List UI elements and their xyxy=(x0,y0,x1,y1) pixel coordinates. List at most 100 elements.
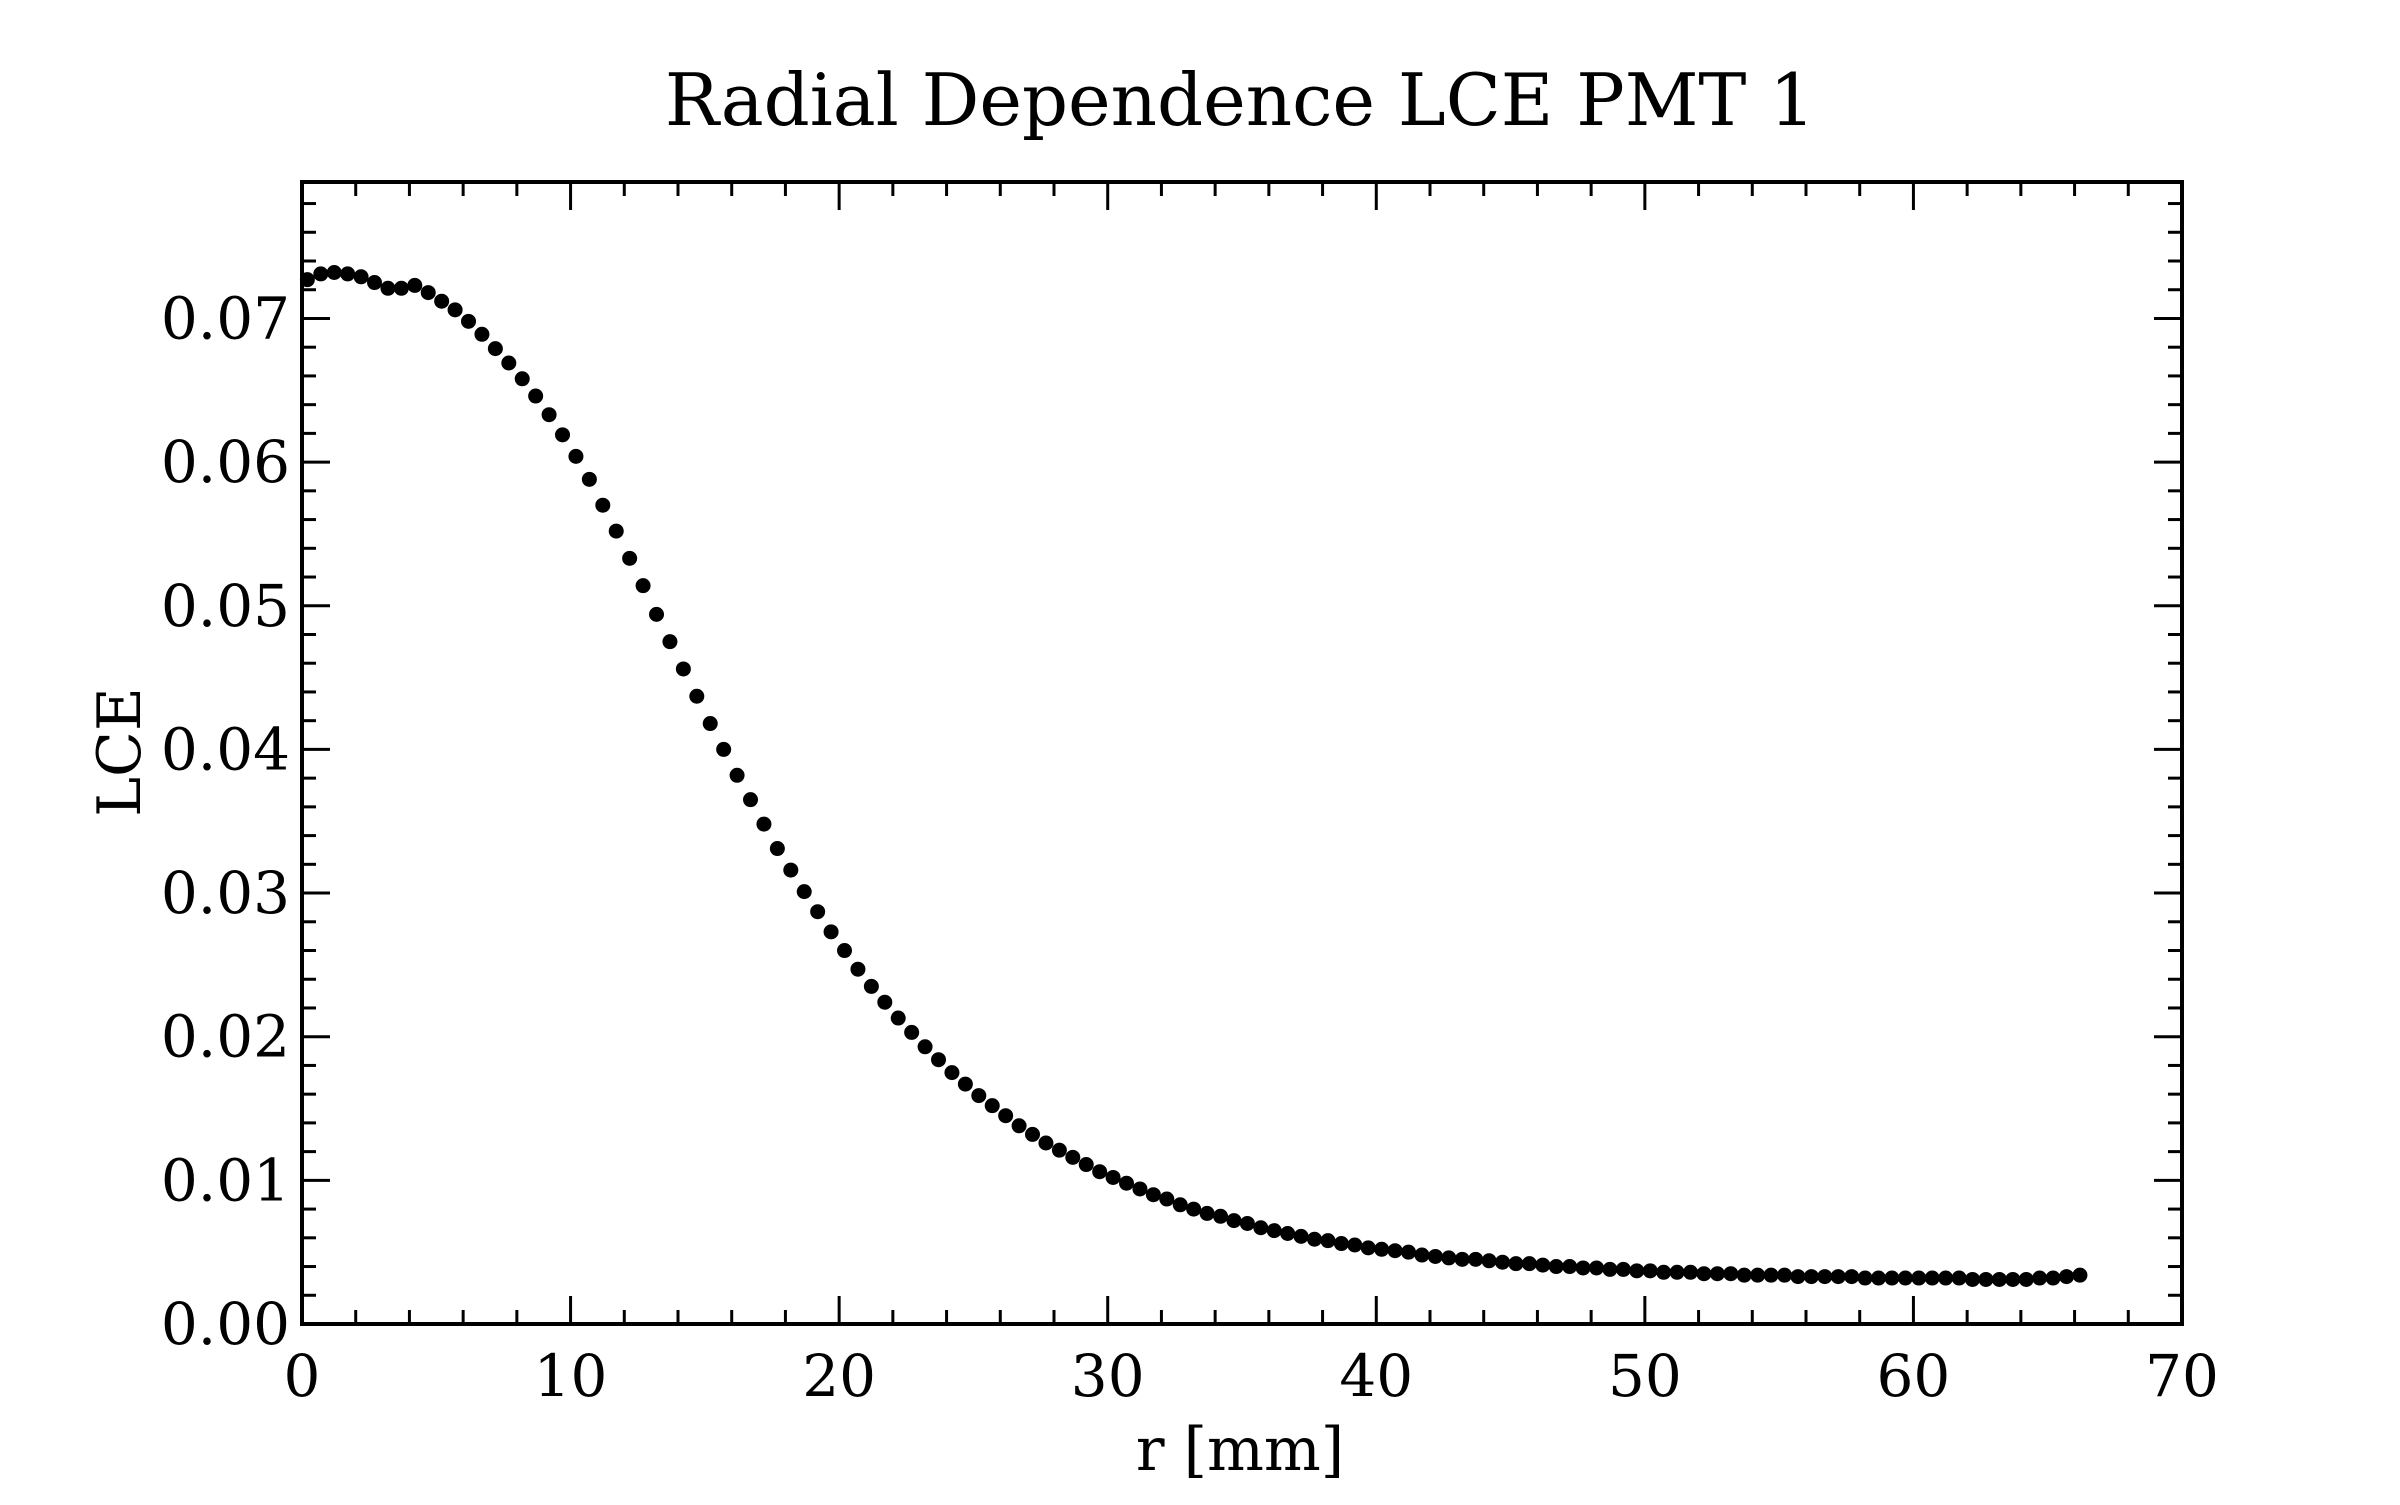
data-point xyxy=(2072,1267,2088,1283)
data-point xyxy=(420,285,436,301)
data-point xyxy=(622,550,638,566)
data-point xyxy=(904,1024,920,1040)
y-tick-label: 0.00 xyxy=(161,1290,290,1358)
data-point xyxy=(568,448,584,464)
data-point xyxy=(863,978,879,994)
plot-frame xyxy=(300,180,2184,1326)
y-tick-label: 0.06 xyxy=(161,428,290,496)
data-point xyxy=(528,388,544,404)
data-point xyxy=(1965,1271,1981,1287)
data-point xyxy=(1924,1270,1940,1286)
data-point xyxy=(756,816,772,832)
data-point xyxy=(1159,1191,1175,1207)
data-point xyxy=(1602,1261,1618,1277)
data-point xyxy=(1884,1270,1900,1286)
data-point xyxy=(890,1010,906,1026)
data-point xyxy=(1629,1263,1645,1279)
data-point xyxy=(340,266,356,282)
x-tick-label: 0 xyxy=(284,1342,321,1410)
data-point xyxy=(1790,1269,1806,1285)
data-point xyxy=(1119,1175,1135,1191)
data-point xyxy=(1199,1205,1215,1221)
data-point xyxy=(2032,1270,2048,1286)
data-point xyxy=(796,884,812,900)
x-tick-label: 30 xyxy=(1071,1342,1145,1410)
data-point xyxy=(313,266,329,282)
y-tick-label: 0.07 xyxy=(161,284,290,352)
data-point xyxy=(1548,1259,1564,1275)
data-point xyxy=(1427,1248,1443,1264)
data-point xyxy=(1307,1231,1323,1247)
data-point xyxy=(716,741,732,757)
data-point xyxy=(810,904,826,920)
data-point xyxy=(393,280,409,296)
tick-labels: 0 10 20 30 40 50 60 70 0.00 0.01 0.02 0.03 0.04 0.05 0… xyxy=(161,284,2219,1410)
data-point xyxy=(649,606,665,622)
data-point xyxy=(635,578,651,594)
data-point xyxy=(1656,1264,1672,1280)
data-point xyxy=(1226,1213,1242,1229)
data-point xyxy=(1911,1270,1927,1286)
data-point xyxy=(1938,1270,1954,1286)
data-point xyxy=(1897,1270,1913,1286)
data-point xyxy=(1280,1226,1296,1242)
data-point xyxy=(917,1039,933,1055)
data-point xyxy=(514,371,530,387)
data-point xyxy=(1172,1197,1188,1213)
data-point xyxy=(1253,1220,1269,1236)
data-point xyxy=(998,1108,1014,1124)
data-point xyxy=(1011,1118,1027,1134)
data-point xyxy=(1414,1247,1430,1263)
data-point xyxy=(769,841,785,857)
data-point xyxy=(877,994,893,1010)
y-tick-label: 0.05 xyxy=(161,572,290,640)
data-point xyxy=(984,1098,1000,1114)
data-point xyxy=(1642,1263,1658,1279)
data-point xyxy=(434,293,450,309)
data-point xyxy=(931,1052,947,1068)
data-point xyxy=(1401,1244,1417,1260)
data-point xyxy=(850,961,866,977)
data-point xyxy=(1105,1169,1121,1185)
x-tick-label: 10 xyxy=(534,1342,608,1410)
y-tick-label: 0.02 xyxy=(161,1003,290,1071)
y-tick-label: 0.03 xyxy=(161,859,290,927)
data-point xyxy=(675,661,691,677)
data-point xyxy=(487,341,503,357)
data-point xyxy=(1683,1264,1699,1280)
x-tick-label: 40 xyxy=(1339,1342,1413,1410)
data-point xyxy=(1468,1251,1484,1267)
data-point xyxy=(1374,1241,1390,1257)
y-axis-label: LCE xyxy=(85,687,155,817)
data-point xyxy=(1521,1256,1537,1272)
y-tick-label: 0.04 xyxy=(161,715,290,783)
data-point xyxy=(1038,1135,1054,1151)
x-axis-label: r [mm] xyxy=(1136,1415,1344,1485)
data-point xyxy=(1589,1260,1605,1276)
data-point xyxy=(326,264,342,280)
data-point xyxy=(662,634,678,650)
data-point xyxy=(461,313,477,329)
data-point xyxy=(1562,1259,1578,1275)
data-point xyxy=(1092,1164,1108,1180)
data-point xyxy=(1857,1270,1873,1286)
data-point xyxy=(1803,1269,1819,1285)
data-point xyxy=(1078,1157,1094,1173)
data-point xyxy=(1132,1181,1148,1197)
x-tick-label: 70 xyxy=(2145,1342,2219,1410)
data-point xyxy=(1508,1256,1524,1272)
data-point xyxy=(474,326,490,342)
data-point xyxy=(1266,1223,1282,1239)
data-point xyxy=(1239,1215,1255,1231)
data-point xyxy=(743,792,759,808)
data-point xyxy=(957,1076,973,1092)
data-point xyxy=(1454,1251,1470,1267)
data-point xyxy=(595,497,611,513)
data-point xyxy=(2005,1271,2021,1287)
data-point xyxy=(823,924,839,940)
data-point xyxy=(380,280,396,296)
data-point xyxy=(1145,1187,1161,1203)
x-tick-label: 60 xyxy=(1877,1342,1951,1410)
